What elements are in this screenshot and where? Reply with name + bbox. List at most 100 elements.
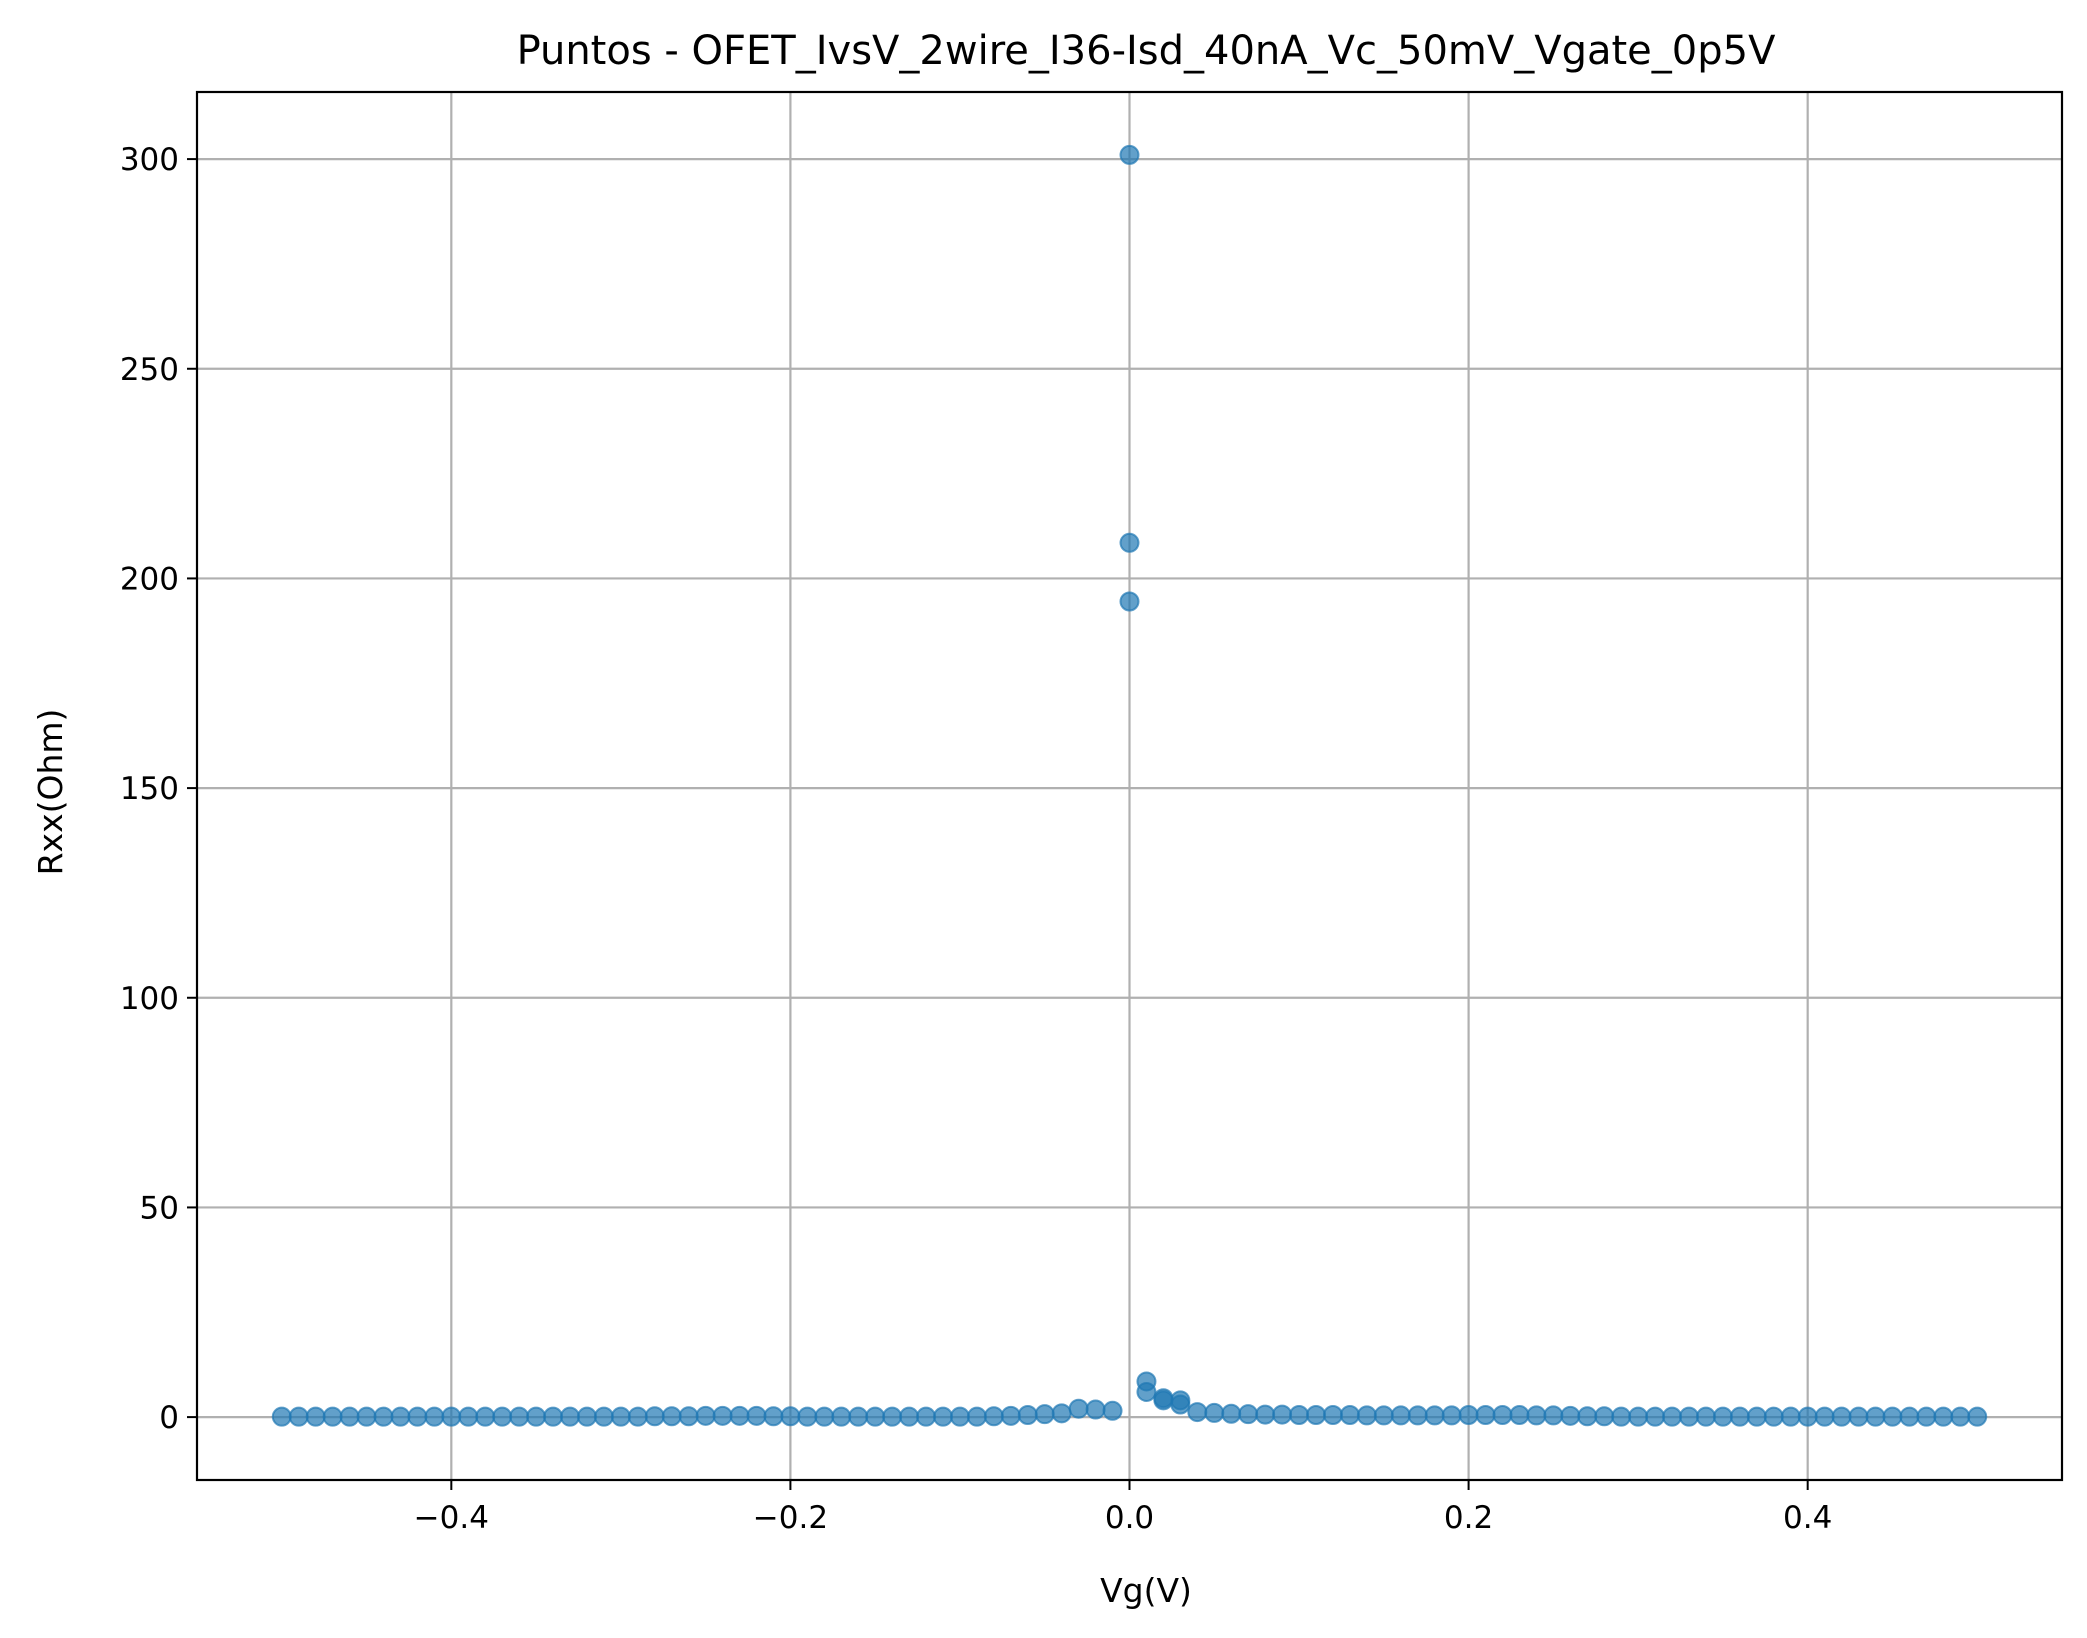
data-point xyxy=(1814,1406,1835,1427)
data-point xyxy=(1356,1405,1377,1426)
data-point xyxy=(1289,1405,1310,1426)
data-point xyxy=(1407,1405,1428,1426)
data-point xyxy=(1763,1406,1784,1427)
data-point xyxy=(865,1406,886,1427)
data-point xyxy=(1695,1406,1716,1427)
data-point xyxy=(1136,1381,1157,1402)
data-point xyxy=(1441,1405,1462,1426)
data-point xyxy=(1204,1402,1225,1423)
data-point xyxy=(661,1406,682,1427)
data-point xyxy=(1967,1406,1988,1427)
data-point xyxy=(475,1406,496,1427)
data-point xyxy=(1102,1400,1123,1421)
data-point xyxy=(1390,1405,1411,1426)
data-point xyxy=(1339,1405,1360,1426)
data-point xyxy=(916,1406,937,1427)
data-point xyxy=(1950,1406,1971,1427)
x-tick-label: −0.4 xyxy=(414,1500,489,1536)
data-point xyxy=(1916,1406,1937,1427)
data-point xyxy=(424,1406,445,1427)
data-point xyxy=(1153,1390,1174,1411)
data-point xyxy=(305,1406,326,1427)
data-point xyxy=(339,1406,360,1427)
data-point xyxy=(695,1405,716,1426)
data-point xyxy=(831,1406,852,1427)
data-point xyxy=(1645,1406,1666,1427)
data-point xyxy=(560,1406,580,1427)
data-point xyxy=(729,1405,750,1426)
data-point xyxy=(492,1406,513,1427)
data-point xyxy=(1034,1404,1055,1425)
y-tick-label: 100 xyxy=(120,981,179,1017)
data-point xyxy=(1187,1402,1208,1423)
data-point xyxy=(1882,1406,1903,1427)
data-point xyxy=(1119,532,1140,553)
data-point xyxy=(1865,1406,1886,1427)
data-point xyxy=(1611,1406,1632,1427)
x-tick-label: 0.0 xyxy=(1105,1500,1154,1536)
y-tick-label: 0 xyxy=(159,1400,179,1436)
data-point xyxy=(1831,1406,1852,1427)
data-point xyxy=(763,1406,784,1427)
data-point xyxy=(933,1406,953,1427)
data-point xyxy=(1509,1405,1530,1426)
data-point xyxy=(1628,1406,1649,1427)
data-point xyxy=(1051,1403,1072,1424)
data-point xyxy=(1712,1406,1733,1427)
data-point xyxy=(1746,1406,1767,1427)
data-points xyxy=(271,144,1988,1427)
data-point xyxy=(593,1406,614,1427)
data-point xyxy=(1780,1406,1801,1427)
data-point xyxy=(1899,1406,1920,1427)
data-point xyxy=(780,1406,801,1427)
data-point xyxy=(983,1406,1004,1427)
data-point xyxy=(1526,1405,1547,1426)
data-point xyxy=(288,1406,309,1427)
data-point xyxy=(526,1406,547,1427)
data-point xyxy=(1475,1405,1496,1426)
data-point xyxy=(1424,1405,1445,1426)
y-axis-ticks: 0 50 100 150 200 250 300 xyxy=(120,142,197,1436)
data-point xyxy=(966,1406,987,1427)
data-point xyxy=(949,1406,970,1427)
x-tick-label: 0.2 xyxy=(1444,1500,1493,1536)
data-point xyxy=(458,1406,479,1427)
data-point xyxy=(1306,1405,1326,1426)
data-point xyxy=(1679,1406,1699,1427)
data-point xyxy=(1221,1403,1242,1424)
y-tick-label: 50 xyxy=(140,1190,179,1226)
data-point xyxy=(1170,1394,1191,1415)
x-tick-label: −0.2 xyxy=(753,1500,828,1536)
data-point xyxy=(1933,1406,1954,1427)
data-point xyxy=(882,1406,903,1427)
data-point xyxy=(576,1406,597,1427)
y-tick-label: 250 xyxy=(120,352,179,388)
x-tick-label: 0.4 xyxy=(1783,1500,1832,1536)
data-point xyxy=(543,1406,564,1427)
y-tick-label: 200 xyxy=(120,561,179,597)
data-point xyxy=(1543,1405,1564,1426)
x-axis-label: Vg(V) xyxy=(1100,1571,1192,1610)
data-point xyxy=(1255,1404,1276,1425)
data-point xyxy=(814,1406,835,1427)
data-point xyxy=(627,1406,648,1427)
data-point xyxy=(1848,1406,1869,1427)
data-point xyxy=(746,1405,767,1426)
data-point xyxy=(509,1406,530,1427)
data-point xyxy=(1272,1404,1293,1425)
data-point xyxy=(1238,1404,1259,1425)
data-point xyxy=(1577,1406,1598,1427)
data-point xyxy=(1492,1405,1513,1426)
data-point xyxy=(373,1406,394,1427)
data-point xyxy=(1085,1399,1106,1420)
y-axis-label: Rxx(Ohm) xyxy=(31,709,70,876)
data-point xyxy=(1594,1406,1615,1427)
data-point xyxy=(1373,1405,1394,1426)
data-point xyxy=(1000,1405,1021,1426)
x-axis-ticks: −0.4 −0.2 0.0 0.2 0.4 xyxy=(414,1480,1832,1536)
data-point xyxy=(1017,1405,1038,1426)
data-point xyxy=(1458,1405,1479,1426)
data-point xyxy=(1560,1405,1581,1426)
